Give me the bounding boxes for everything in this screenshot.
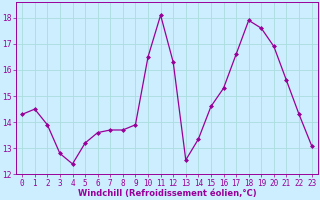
- X-axis label: Windchill (Refroidissement éolien,°C): Windchill (Refroidissement éolien,°C): [77, 189, 256, 198]
